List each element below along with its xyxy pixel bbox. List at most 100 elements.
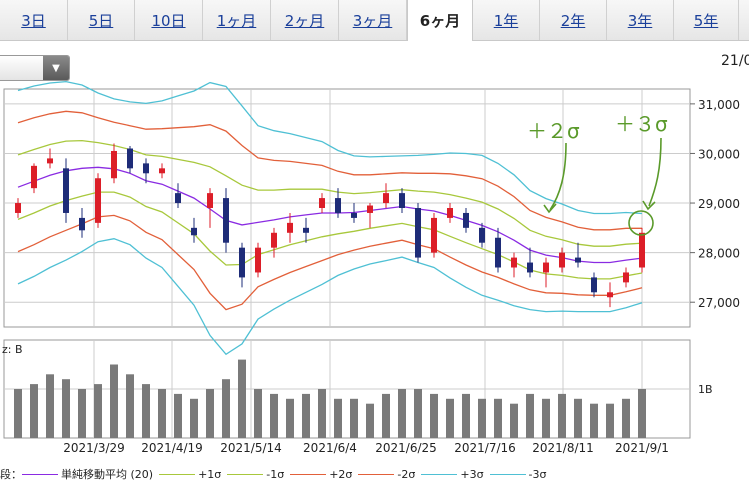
indicator-dropdown[interactable]: ▼ (0, 55, 70, 81)
volume-bar (222, 379, 230, 438)
tab-4[interactable]: 2ヶ月 (271, 0, 339, 40)
x-tick-label: 2021/4/19 (141, 441, 203, 455)
candle-body (575, 257, 581, 263)
annotation-arrowhead-plus2 (543, 203, 557, 214)
volume-bar (318, 389, 326, 438)
candle-body (559, 252, 565, 268)
volume-bar (430, 393, 438, 438)
legend-prefix: 段： (0, 468, 22, 481)
volume-bar (94, 384, 102, 438)
volume-bar (606, 403, 614, 438)
candle-body (287, 222, 293, 233)
period-tabs: 3日 5日 10日 1ヶ月 2ヶ月 3ヶ月 6ヶ月 1年 2年 3年 5年 (0, 0, 749, 41)
legend-label: 単純移動平均 (20) (61, 468, 154, 481)
volume-bar (414, 389, 422, 438)
tab-2[interactable]: 10日 (135, 0, 203, 40)
price-frame (3, 88, 691, 328)
minus2sigma-line (17, 214, 643, 311)
legend-label: -1σ (266, 467, 285, 481)
tab-9[interactable]: 3年 (607, 0, 674, 40)
candle-body (111, 150, 117, 179)
legend-item-0: 単純移動平均 (20) (22, 466, 153, 482)
candle-body (447, 208, 453, 218)
y-tick-label: 31,000 (698, 98, 740, 112)
candle-body (255, 247, 261, 273)
corner-date: 21/0 (721, 53, 749, 69)
volume-bar (206, 389, 214, 438)
candle-body (191, 227, 197, 236)
x-tick-label: 2021/6/25 (375, 441, 437, 455)
candle-body (591, 277, 597, 293)
x-tick-label: 2021/9/1 (615, 441, 669, 455)
legend-swatch (489, 473, 526, 475)
minus1sigma-line (17, 191, 643, 280)
legend-swatch (159, 473, 196, 475)
volume-bar (286, 398, 294, 438)
legend-label: -2σ (397, 467, 416, 481)
volume-bar (238, 359, 246, 438)
y-tick-label: 30,000 (698, 147, 740, 161)
candle-body (31, 165, 37, 189)
y-tick-label: 28,000 (698, 247, 740, 261)
volume-bar (62, 379, 70, 438)
volume-bar (638, 389, 646, 438)
legend-swatch (421, 473, 458, 475)
legend-item-4: -2σ (358, 468, 415, 481)
candle-body (239, 247, 245, 278)
tab-10[interactable]: 5年 (674, 0, 739, 40)
legend-item-5: +3σ (421, 467, 484, 481)
volume-bar (270, 393, 278, 438)
legend-swatch (290, 473, 327, 475)
candle-body (511, 257, 517, 268)
tab-1[interactable]: 5日 (68, 0, 135, 40)
legend-item-2: -1σ (227, 468, 284, 481)
candle-body (303, 227, 309, 233)
tab-6[interactable]: 6ヶ月 (407, 0, 473, 41)
plus2sigma-line (17, 110, 642, 231)
candle-body (543, 262, 549, 273)
volume-bar (478, 398, 486, 438)
candle-body (463, 212, 469, 228)
legend-label: +3σ (460, 467, 484, 481)
volume-bar (510, 403, 518, 438)
legend-swatch (358, 473, 395, 475)
volume-bar (494, 398, 502, 438)
candle-body (479, 227, 485, 243)
candle-body (271, 232, 277, 248)
candle-body (383, 193, 389, 204)
volume-bar (366, 403, 374, 438)
tab-7[interactable]: 1年 (473, 0, 540, 40)
stock-chart: 31,000 30,000 29,000 28,000 27,000 2021/3/29 2… (2, 80, 740, 455)
annotation-arrowhead-plus3 (642, 200, 656, 211)
volume-bar (350, 398, 358, 438)
candle-body (319, 198, 325, 208)
tab-0[interactable]: 3日 (0, 0, 68, 40)
volume-bar (142, 384, 150, 438)
candle-body (351, 212, 357, 218)
volume-bar (110, 364, 118, 438)
volume-bar (446, 398, 454, 438)
tab-3[interactable]: 1ヶ月 (203, 0, 271, 40)
volume-bar (334, 398, 342, 438)
volume-bar (622, 398, 630, 438)
candle-body (495, 237, 501, 268)
triangle-down-icon[interactable]: ▼ (43, 56, 69, 80)
candle-body (223, 198, 229, 243)
volume-bar (174, 393, 182, 438)
volume-bar (558, 393, 566, 438)
tab-8[interactable]: 2年 (540, 0, 607, 40)
candle-body (639, 232, 645, 268)
volume-bar (574, 398, 582, 438)
candle-body (175, 193, 181, 204)
plus3sigma-line (17, 80, 643, 215)
minus3sigma-line (17, 238, 643, 356)
legend-label: +2σ (329, 467, 353, 481)
legend-swatch (22, 473, 58, 475)
x-tick-label: 2021/7/16 (454, 441, 516, 455)
volume-bar (254, 389, 262, 438)
candle-body (143, 163, 149, 174)
candle-body (399, 193, 405, 208)
volume-bar (398, 389, 406, 438)
tab-5[interactable]: 3ヶ月 (339, 0, 407, 40)
volume-bar (30, 384, 38, 438)
